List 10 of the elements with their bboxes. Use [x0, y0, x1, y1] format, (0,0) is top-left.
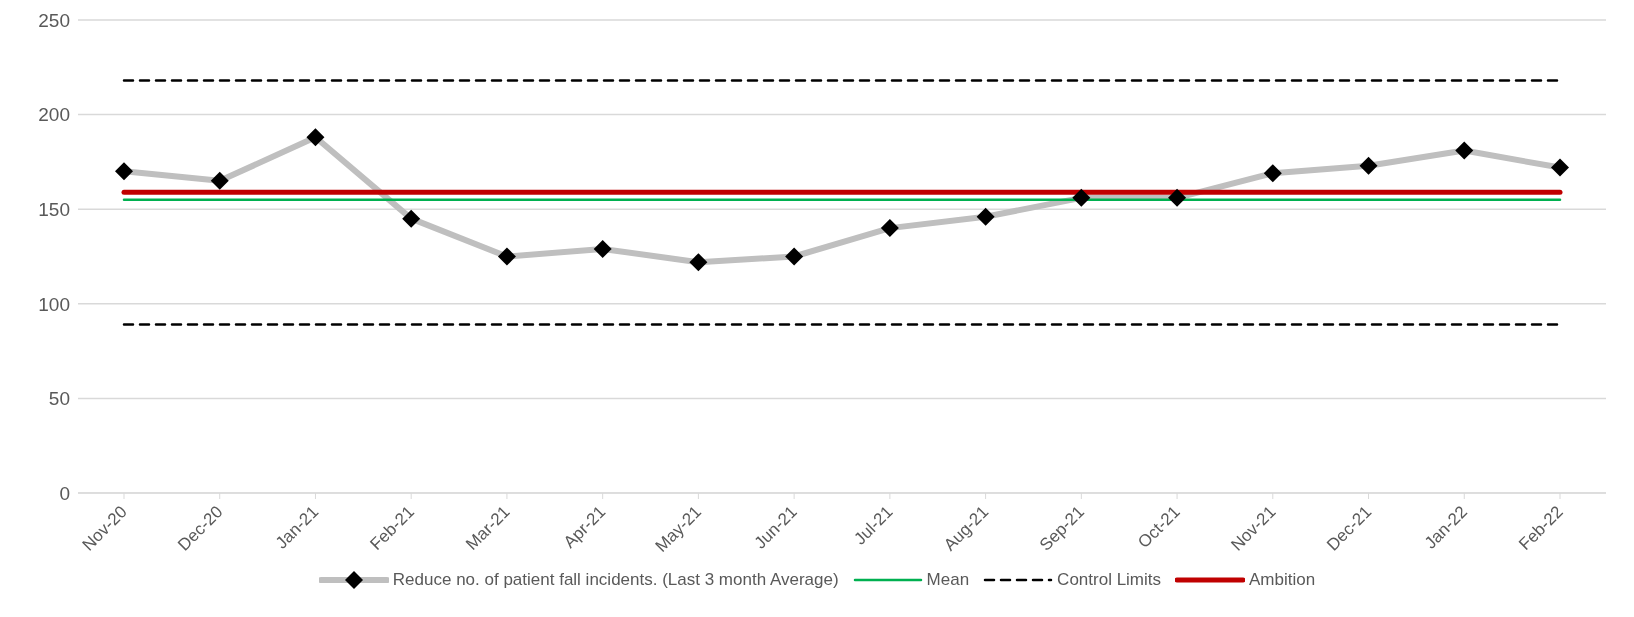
legend-label: Ambition [1249, 570, 1316, 590]
y-tick-label: 100 [38, 293, 70, 315]
legend-label: Control Limits [1057, 570, 1162, 590]
legend-label: Mean [926, 570, 970, 590]
y-tick-label: 0 [59, 482, 70, 504]
y-tick-label: 150 [38, 198, 70, 220]
legend-label: Reduce no. of patient fall incidents. (Last 3 month Average) [392, 570, 839, 590]
y-tick-label: 50 [48, 388, 70, 410]
y-tick-label: 200 [38, 104, 70, 126]
y-tick-label: 250 [38, 9, 70, 31]
